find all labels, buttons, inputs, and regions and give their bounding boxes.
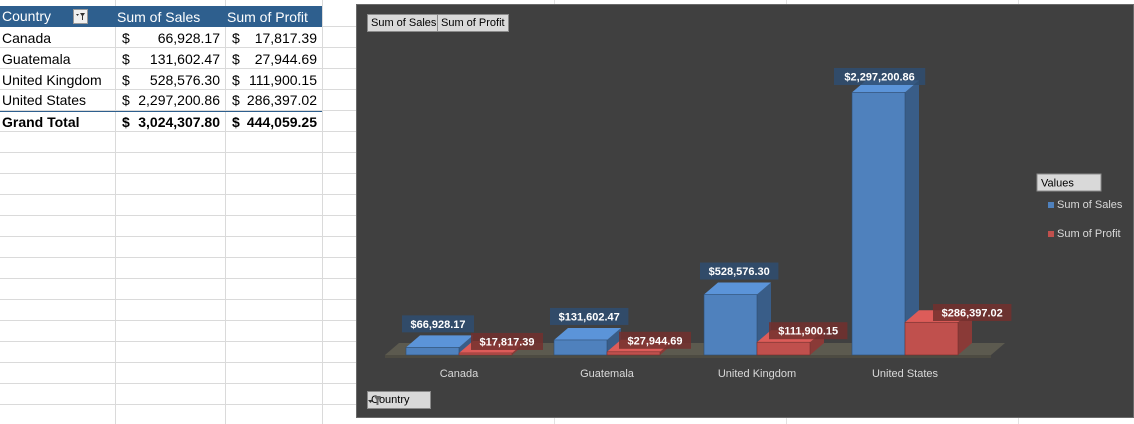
pivot-row: Guatemala $131,602.47 $27,944.69 [0,48,322,69]
filter-icon [368,396,381,405]
chart-axis-field-button-country[interactable]: Country [367,391,431,409]
pivot-cell-country[interactable]: United Kingdom [2,71,102,88]
data-label-box [700,262,779,280]
data-label: $111,900.15 [778,326,838,338]
bar-top [406,335,473,348]
sales-value: 2,297,200.86 [138,92,220,109]
currency-symbol: $ [232,113,240,130]
pivot-grand-total-row: Grand Total $3,024,307.80 $444,059.25 [0,110,322,132]
axis-field-label: Country [371,394,410,406]
x-tick-label: Canada [440,368,479,380]
pivot-cell-country[interactable]: Guatemala [2,50,71,67]
legend-swatch [1048,202,1054,208]
bar-sales [405,347,460,356]
legend-entry: Sum of Sales [1057,199,1123,211]
profit-value: 27,944.69 [254,50,317,67]
bar-profit [606,351,661,356]
currency-symbol: $ [122,50,130,67]
chart-field-button-profit[interactable]: Sum of Profit [437,14,509,32]
bar-side [905,80,919,356]
pivot-chart[interactable]: $66,928.17 $17,817.39 Canada $131,602.47 $27… [356,4,1134,418]
data-label: $66,928.17 [410,319,465,331]
pivot-cell-sales[interactable]: $131,602.47 [115,48,225,69]
pivot-row: Canada $66,928.17 $17,817.39 [0,27,322,48]
data-label: $528,576.30 [709,266,770,278]
data-label-box [933,304,1012,321]
pivot-header-profit[interactable]: Sum of Profit [225,6,322,27]
pivot-cell-country[interactable]: United States [0,90,115,112]
sales-value: 131,602.47 [149,50,220,67]
country-filter-dropdown-icon[interactable] [73,8,89,24]
bar-profit [756,341,811,356]
bar-profit [458,352,513,356]
chart-field-button-sales[interactable]: Sum of Sales [367,14,441,32]
legend-swatch [1048,231,1054,237]
bar-side [607,327,621,355]
grand-total-sales[interactable]: $3,024,307.80 [115,110,225,132]
currency-symbol: $ [232,29,240,46]
bar-top [704,282,771,295]
legend-entry: Sum of Profit [1057,228,1121,240]
currency-symbol: $ [122,113,130,130]
chart-floor-edge [385,355,991,358]
currency-symbol: $ [122,92,130,109]
grand-total-profit-value: 444,059.25 [246,113,317,130]
grand-total-sales-value: 3,024,307.80 [138,113,220,130]
pivot-cell-sales[interactable]: $66,928.17 [115,27,225,48]
chart-plot-area: $66,928.17 $17,817.39 Canada $131,602.47 $27… [385,68,1123,380]
bar-profit [904,321,959,356]
data-label-box [550,307,629,325]
profit-value: 17,817.39 [254,29,317,46]
legend-title: Values [1041,178,1074,190]
pivot-row: United Kingdom $528,576.30 $111,900.15 [0,69,322,90]
pivot-table: Country Sum of Sales Sum of Profit Canad… [0,6,322,132]
data-label-box [619,331,691,349]
pivot-header-country[interactable]: Country [0,6,115,27]
pivot-cell-profit[interactable]: $286,397.02 [225,90,322,112]
data-label-box [834,68,926,85]
pivot-cell-sales[interactable]: $528,576.30 [115,69,225,90]
sales-value: 528,576.30 [149,71,220,88]
x-tick-label: United Kingdom [718,368,796,380]
pivot-header-row: Country Sum of Sales Sum of Profit [0,6,322,27]
pivot-cell-profit[interactable]: $17,817.39 [225,27,322,48]
data-label: $17,817.39 [479,336,534,348]
currency-symbol: $ [232,92,240,109]
grand-total-profit[interactable]: $444,059.25 [225,110,322,132]
sales-value: 66,928.17 [157,29,220,46]
pivot-cell-sales[interactable]: $2,297,200.86 [115,90,225,112]
x-tick-label: United States [872,368,939,380]
currency-symbol: $ [122,29,130,46]
bar-top [554,327,621,340]
data-label-box [471,332,543,350]
profit-value: 111,900.15 [249,71,317,88]
pivot-row: United States $2,297,200.86 $286,397.02 [0,90,322,112]
legend-title-box [1036,173,1102,192]
bar-sales [703,294,758,356]
currency-symbol: $ [232,50,240,67]
bar-sales [553,339,608,356]
data-label: $131,602.47 [559,311,620,323]
bar-sales [851,92,906,356]
bar-side [958,310,972,355]
data-label: $27,944.69 [627,335,682,347]
pivot-cell-profit[interactable]: $27,944.69 [225,48,322,69]
pivot-cell-country[interactable]: Canada [2,29,52,46]
profit-value: 286,397.02 [246,92,317,109]
pivot-cell-profit[interactable]: $111,900.15 [225,69,322,90]
data-label-box [402,315,474,333]
pivot-header-sales[interactable]: Sum of Sales [115,6,225,27]
data-label-box [769,322,848,340]
data-label: $2,297,200.86 [844,72,914,84]
data-label: $286,397.02 [942,308,1003,320]
currency-symbol: $ [122,71,130,88]
currency-symbol: $ [232,71,240,88]
grand-total-label[interactable]: Grand Total [0,110,115,132]
x-tick-label: Guatemala [580,368,635,380]
